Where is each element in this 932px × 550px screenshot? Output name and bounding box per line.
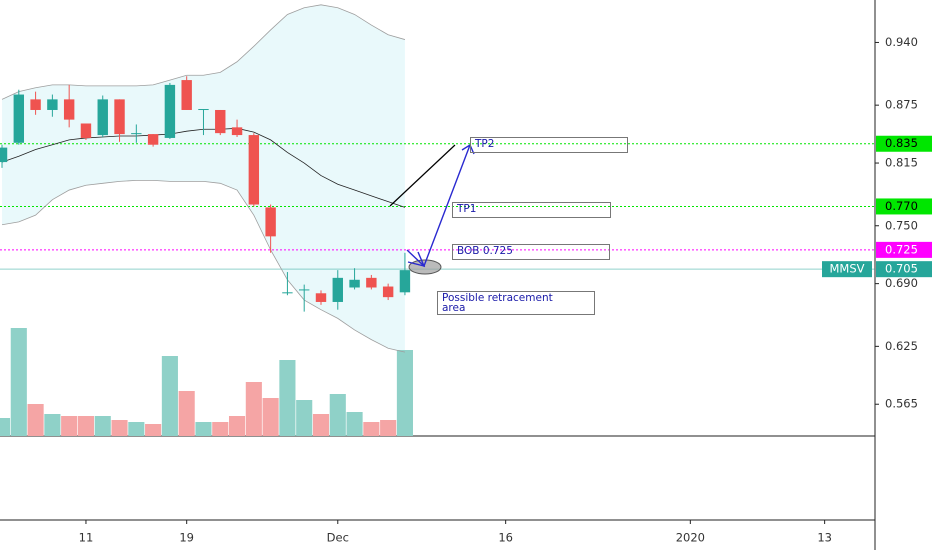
candle-body (332, 277, 343, 302)
candle-body (164, 84, 176, 138)
y-tick-label: 0.815 (885, 156, 918, 170)
drawings (389, 143, 475, 275)
x-tick-label: 11 (79, 531, 94, 545)
candle-body (47, 99, 58, 110)
volume-bar (296, 400, 313, 436)
series-tag-label: MMSV (829, 262, 864, 276)
volume-bar (228, 416, 246, 436)
price-tag-label: 0.705 (885, 262, 918, 276)
volume-bar (161, 356, 178, 436)
y-tick-label: 0.565 (885, 397, 918, 411)
candle-body (97, 99, 108, 136)
y-tick-label: 0.750 (885, 218, 918, 232)
candle-body (80, 123, 92, 138)
volume-bar (245, 382, 262, 436)
volume-bar (312, 414, 330, 436)
volume-bar (380, 420, 397, 436)
price-tag-label: 0.725 (885, 242, 918, 256)
series-tag (822, 261, 872, 278)
volume-bar (346, 412, 363, 436)
volume-bar (178, 391, 195, 436)
x-tick-label: 13 (817, 531, 832, 545)
candle-body (215, 109, 226, 134)
arrow-head (407, 251, 426, 268)
candle-body (131, 133, 142, 135)
price-tag (876, 261, 932, 278)
candle-body (114, 99, 125, 135)
y-tick-label: 0.625 (885, 339, 918, 353)
annotation-box: Possible retracement area (437, 291, 595, 315)
volume-bar (145, 424, 162, 436)
y-tick-label: 0.875 (885, 98, 918, 112)
annotation-box: BOB 0.725 (452, 244, 610, 260)
volume-bar (77, 416, 95, 436)
x-tick-label: 2020 (676, 531, 705, 545)
trend-line (389, 144, 456, 207)
candle-body (265, 207, 276, 237)
price-tag-label: 0.770 (885, 199, 918, 213)
annotation-box: TP2 (470, 137, 628, 153)
volume-bar (279, 360, 296, 436)
band-fill (2, 4, 405, 353)
candle-body (298, 289, 310, 291)
volume-bar (61, 416, 78, 436)
y-tick-label: 0.690 (885, 276, 918, 290)
annotation-box: TP1 (452, 202, 611, 218)
annotation-text: Possible retracement area (442, 292, 553, 314)
candle-body (349, 279, 360, 288)
ellipse (408, 259, 442, 275)
volume-bar (27, 404, 44, 436)
candle-body (315, 293, 327, 302)
annotation-text: BOB 0.725 (457, 245, 513, 257)
candle-body (366, 277, 377, 288)
volume-bar (10, 328, 27, 436)
candle-body (282, 292, 293, 294)
volume-bar (363, 422, 380, 436)
candle-body (0, 147, 8, 163)
volume-bar (195, 422, 212, 436)
volume-bar (94, 416, 111, 436)
candle-body (30, 99, 41, 110)
candle-body (382, 286, 394, 298)
x-tick-label: 16 (498, 531, 513, 545)
price-tag (876, 135, 932, 152)
volume-bar (262, 398, 279, 436)
volume-bar (396, 350, 413, 436)
candle-body (399, 270, 411, 293)
volume-bar (128, 422, 145, 436)
candle-body (147, 134, 159, 145)
candle-body (181, 80, 192, 110)
candle-body (198, 109, 209, 111)
y-tick-label: 0.940 (885, 35, 918, 49)
volume-bar (329, 394, 346, 436)
annotation-text: TP1 (457, 203, 477, 215)
band-lower (1, 180, 406, 353)
volume-bar (212, 422, 229, 436)
price-tag (876, 198, 932, 215)
candle-body (231, 127, 243, 136)
x-tick-label: Dec (327, 531, 349, 545)
volume-bar (44, 414, 61, 436)
price-tag (876, 241, 932, 258)
annotation-text: TP2 (475, 138, 495, 150)
candle-body (13, 94, 25, 143)
volume-bar (111, 420, 128, 436)
candle-body (63, 99, 75, 120)
candle-body (248, 135, 260, 205)
x-tick-label: 19 (179, 531, 194, 545)
price-tag-label: 0.835 (885, 136, 918, 150)
volume-bar (0, 418, 11, 436)
